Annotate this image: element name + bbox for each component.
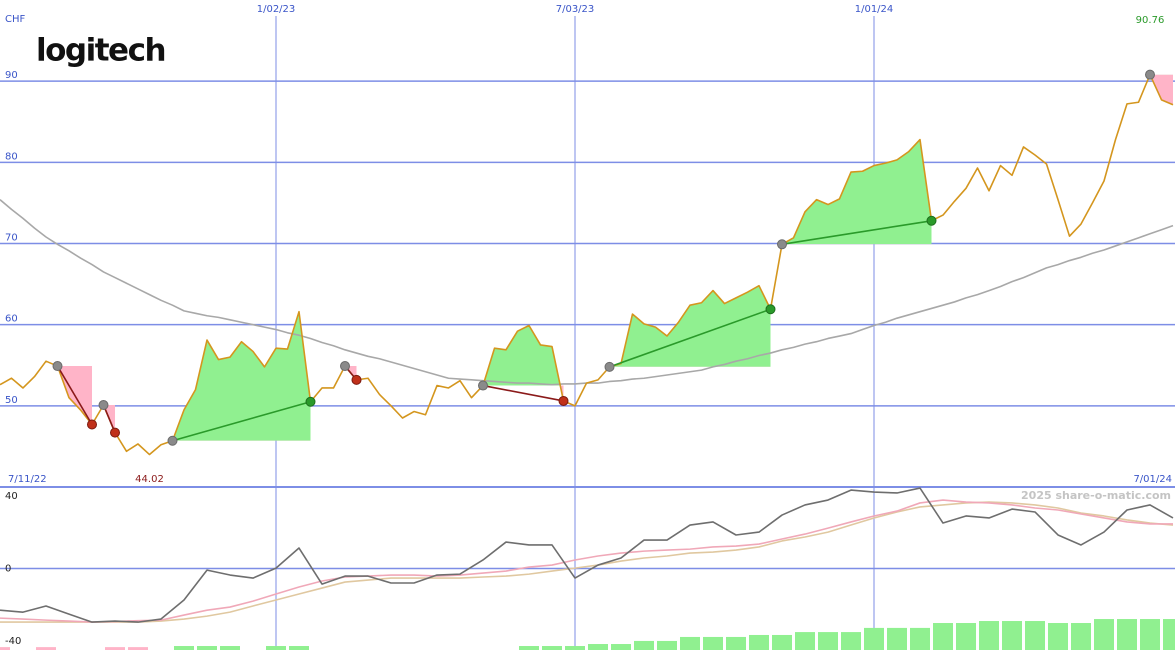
gain-area bbox=[609, 285, 771, 367]
x-tick-label: 7/03/23 bbox=[556, 4, 595, 15]
bar bbox=[657, 640, 677, 650]
trade-line bbox=[609, 308, 771, 368]
price-line bbox=[0, 73, 1174, 456]
bar bbox=[174, 646, 194, 650]
exit-dot bbox=[558, 395, 569, 406]
low-label: 44.02 bbox=[135, 474, 164, 485]
bar bbox=[197, 646, 217, 650]
bar bbox=[1025, 621, 1045, 650]
bar bbox=[519, 646, 539, 650]
entry-dot bbox=[777, 239, 787, 250]
exit-dot bbox=[765, 304, 776, 315]
indicator-line bbox=[0, 487, 1174, 623]
moving-average-line bbox=[0, 199, 1174, 386]
gain-area bbox=[172, 311, 311, 441]
bar bbox=[749, 634, 769, 650]
bar bbox=[956, 623, 976, 650]
logo: logitech bbox=[36, 33, 165, 69]
bar bbox=[1048, 623, 1068, 650]
bar bbox=[1140, 619, 1160, 650]
trade-line bbox=[172, 401, 311, 442]
bar bbox=[887, 627, 907, 650]
bar bbox=[1117, 619, 1137, 650]
exit-dot bbox=[110, 427, 120, 438]
exit-dot bbox=[305, 396, 316, 407]
y-tick-label: 0 bbox=[5, 564, 11, 575]
y-tick-label: 60 bbox=[5, 314, 18, 325]
exit-dot bbox=[351, 374, 362, 385]
bar bbox=[933, 623, 953, 650]
bar bbox=[542, 646, 562, 650]
x-tick-label: 7/11/22 bbox=[8, 474, 47, 485]
bar bbox=[220, 646, 240, 650]
y-tick-label: 50 bbox=[5, 395, 18, 406]
y-tick-label: 40 bbox=[5, 491, 18, 502]
trade-line bbox=[56, 365, 93, 425]
y-tick-label: 90 bbox=[5, 70, 18, 81]
bar bbox=[680, 636, 700, 650]
bar bbox=[266, 646, 286, 650]
bar bbox=[105, 647, 125, 650]
trade-line bbox=[781, 219, 932, 246]
exit-dot bbox=[87, 419, 97, 430]
bar bbox=[795, 632, 815, 650]
gain-area bbox=[782, 139, 932, 245]
x-tick-label: 1/02/23 bbox=[257, 4, 296, 15]
bar bbox=[1094, 619, 1114, 650]
bar bbox=[1002, 621, 1022, 650]
bar bbox=[634, 640, 654, 650]
bar bbox=[128, 647, 148, 650]
entry-dot bbox=[98, 400, 109, 411]
exit-dot bbox=[926, 215, 937, 226]
bar bbox=[0, 647, 10, 650]
x-tick-label: 7/01/24 bbox=[1133, 474, 1172, 485]
bar bbox=[818, 632, 838, 650]
entry-dot bbox=[167, 435, 178, 446]
bar bbox=[726, 636, 746, 650]
bar bbox=[910, 627, 930, 650]
indicator-line bbox=[0, 499, 1173, 623]
bar bbox=[1071, 623, 1091, 650]
entry-dot bbox=[478, 380, 488, 391]
bar bbox=[611, 644, 631, 650]
trade-line bbox=[482, 384, 564, 402]
bar bbox=[841, 632, 861, 650]
indicator-line bbox=[0, 501, 1174, 623]
y-tick-label: -40 bbox=[5, 636, 21, 647]
entry-dot bbox=[1145, 69, 1155, 80]
bar bbox=[703, 636, 723, 650]
bar bbox=[1163, 619, 1175, 650]
bar bbox=[565, 646, 585, 650]
bar bbox=[979, 621, 999, 650]
high-label: 90.76 bbox=[1136, 15, 1165, 26]
bar bbox=[36, 647, 56, 650]
bar bbox=[772, 634, 792, 650]
entry-dot bbox=[52, 361, 63, 372]
watermark: 2025 share-o-matic.com bbox=[1021, 489, 1171, 502]
bar bbox=[588, 644, 608, 650]
loss-area bbox=[1150, 74, 1173, 105]
entry-dot bbox=[340, 361, 350, 372]
main-lines bbox=[0, 73, 1174, 456]
bar bbox=[864, 627, 884, 650]
y-tick-label: 70 bbox=[5, 233, 18, 244]
gain-area bbox=[483, 325, 564, 386]
x-tick-label: 1/01/24 bbox=[855, 4, 894, 15]
y-axis-label: CHF bbox=[5, 14, 26, 25]
bar bbox=[289, 646, 309, 650]
y-tick-label: 80 bbox=[5, 151, 18, 162]
entry-dot bbox=[604, 361, 615, 372]
